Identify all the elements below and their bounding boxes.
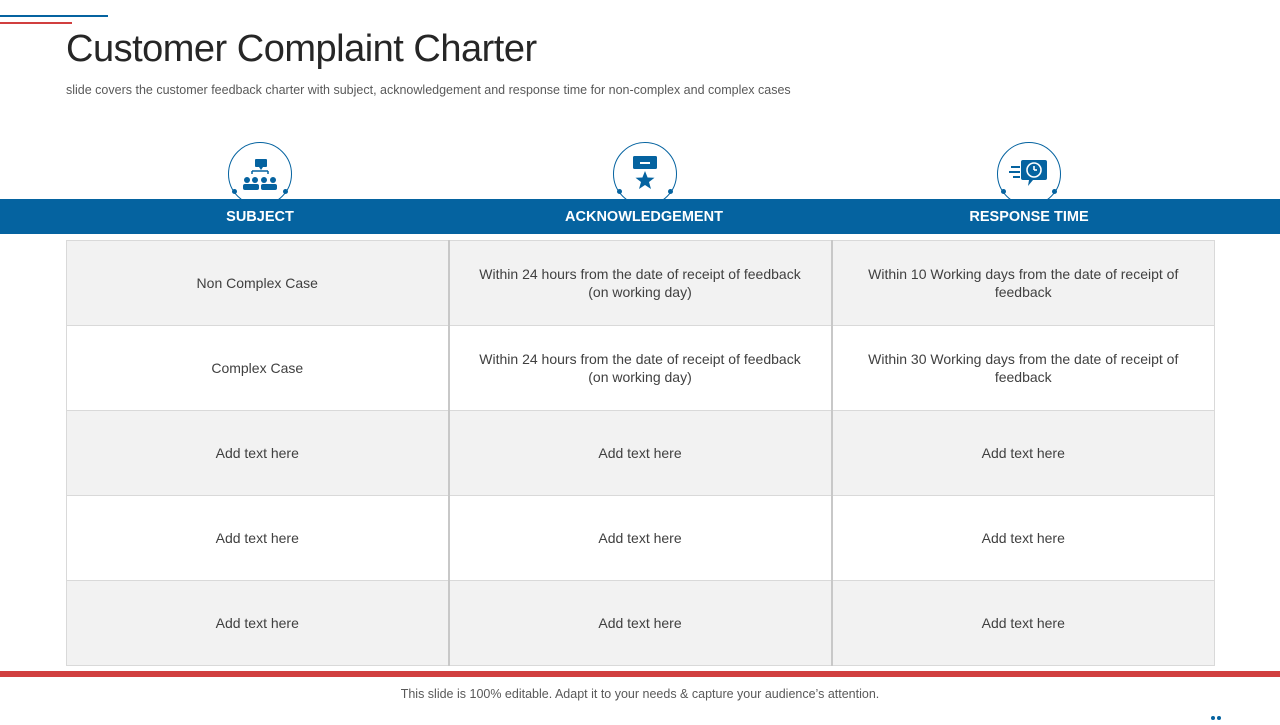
cell-response-time: Add text here: [830, 410, 1215, 496]
footer-note: This slide is 100% editable. Adapt it to…: [400, 687, 880, 701]
award-star-icon: [613, 142, 677, 206]
corner-accent-line-red: [0, 22, 72, 24]
cell-subject: Add text here: [66, 410, 449, 496]
cell-subject: Non Complex Case: [66, 240, 449, 326]
dots-icon: [1211, 707, 1223, 725]
table-row: Add text here Add text here Add text her…: [66, 410, 1215, 496]
cell-acknowledgement: Add text here: [447, 410, 832, 496]
table-header-bar: SUBJECT ACKNOWLEDGEMENT RESPONSE TIME: [0, 199, 1280, 234]
cell-acknowledgement: Within 24 hours from the date of receipt…: [447, 240, 832, 326]
table-row: Non Complex Case Within 24 hours from th…: [66, 240, 1215, 326]
table-row: Add text here Add text here Add text her…: [66, 495, 1215, 581]
cell-subject: Add text here: [66, 495, 449, 581]
slide-subtitle: slide covers the customer feedback chart…: [66, 83, 791, 97]
footer-divider: [0, 671, 1280, 677]
column-header-response-time: RESPONSE TIME: [969, 209, 1089, 225]
chat-clock-icon: [997, 142, 1061, 206]
table-row: Complex Case Within 24 hours from the da…: [66, 325, 1215, 411]
cell-response-time: Add text here: [830, 580, 1215, 666]
corner-accent-line-blue: [0, 15, 108, 17]
column-header-subject: SUBJECT: [226, 209, 294, 225]
cell-acknowledgement: Within 24 hours from the date of receipt…: [447, 325, 832, 411]
cell-acknowledgement: Add text here: [447, 580, 832, 666]
table-row: Add text here Add text here Add text her…: [66, 580, 1215, 666]
cell-acknowledgement: Add text here: [447, 495, 832, 581]
cell-response-time: Within 30 Working days from the date of …: [830, 325, 1215, 411]
cell-response-time: Add text here: [830, 495, 1215, 581]
cell-response-time: Within 10 Working days from the date of …: [830, 240, 1215, 326]
cell-subject: Complex Case: [66, 325, 449, 411]
people-discussion-icon: [228, 142, 292, 206]
slide-title: Customer Complaint Charter: [66, 28, 537, 70]
cell-subject: Add text here: [66, 580, 449, 666]
column-header-acknowledgement: ACKNOWLEDGEMENT: [565, 209, 723, 225]
charter-table: Non Complex Case Within 24 hours from th…: [66, 240, 1215, 666]
